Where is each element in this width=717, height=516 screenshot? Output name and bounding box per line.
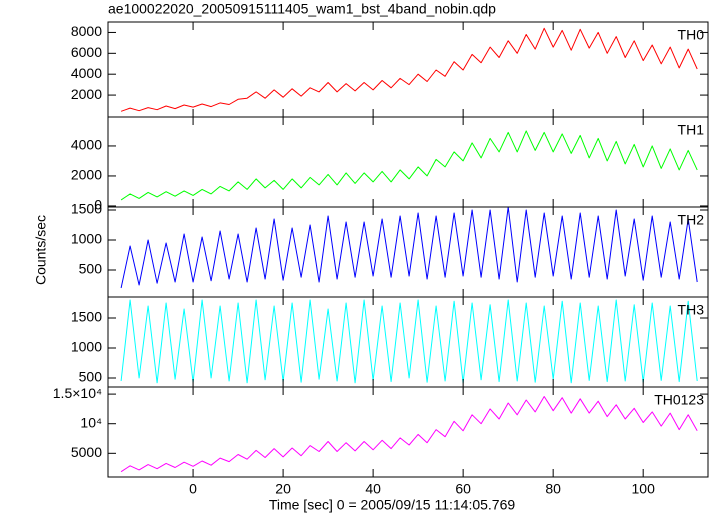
x-axis-label: Time [sec] 0 = 2005/09/15 11:14:05.769	[269, 497, 516, 513]
y-tick-label: 8000	[71, 23, 102, 39]
y-tick-label: 1000	[71, 339, 102, 355]
y-tick-label: 6000	[71, 44, 102, 60]
y-tick-label: 2000	[71, 167, 102, 183]
x-tick-label: 20	[275, 481, 291, 497]
y-tick-label: 1.5×10⁴	[53, 385, 102, 401]
data-line	[120, 206, 698, 289]
x-tick-label: 60	[455, 481, 471, 497]
y-tick-label: 10⁴	[80, 414, 102, 430]
x-tick-label: 40	[365, 481, 381, 497]
x-tick-label: 0	[189, 481, 197, 497]
y-tick-label: 4000	[71, 137, 102, 153]
chart-title: ae100022020_20050915111405_wam1_bst_4ban…	[108, 1, 496, 17]
y-tick-label: 500	[79, 261, 103, 277]
y-tick-label: 2000	[71, 86, 102, 102]
data-line	[120, 299, 698, 384]
y-tick-label: 0	[94, 197, 102, 213]
y-tick-label: 500	[79, 369, 103, 385]
panel-frame	[107, 116, 709, 208]
y-tick-label: 1500	[71, 201, 102, 217]
panel-label: TH3	[678, 302, 705, 318]
x-tick-label: 80	[545, 481, 561, 497]
y-tick-label: 4000	[71, 65, 102, 81]
panel-label: TH1	[678, 122, 705, 138]
y-tick-label: 1500	[71, 309, 102, 325]
panel-frame	[107, 21, 709, 118]
y-axis-label: Counts/sec	[33, 215, 49, 285]
panel-frame	[107, 386, 709, 478]
data-line	[120, 27, 698, 112]
x-tick-label: 100	[632, 481, 656, 497]
panel-label: TH0	[678, 27, 705, 43]
panel-label: TH0123	[654, 392, 704, 408]
data-line	[120, 130, 698, 201]
y-tick-label: 5000	[71, 444, 102, 460]
y-tick-label: 1000	[71, 231, 102, 247]
panel-label: TH2	[678, 212, 705, 228]
data-line	[120, 396, 698, 473]
